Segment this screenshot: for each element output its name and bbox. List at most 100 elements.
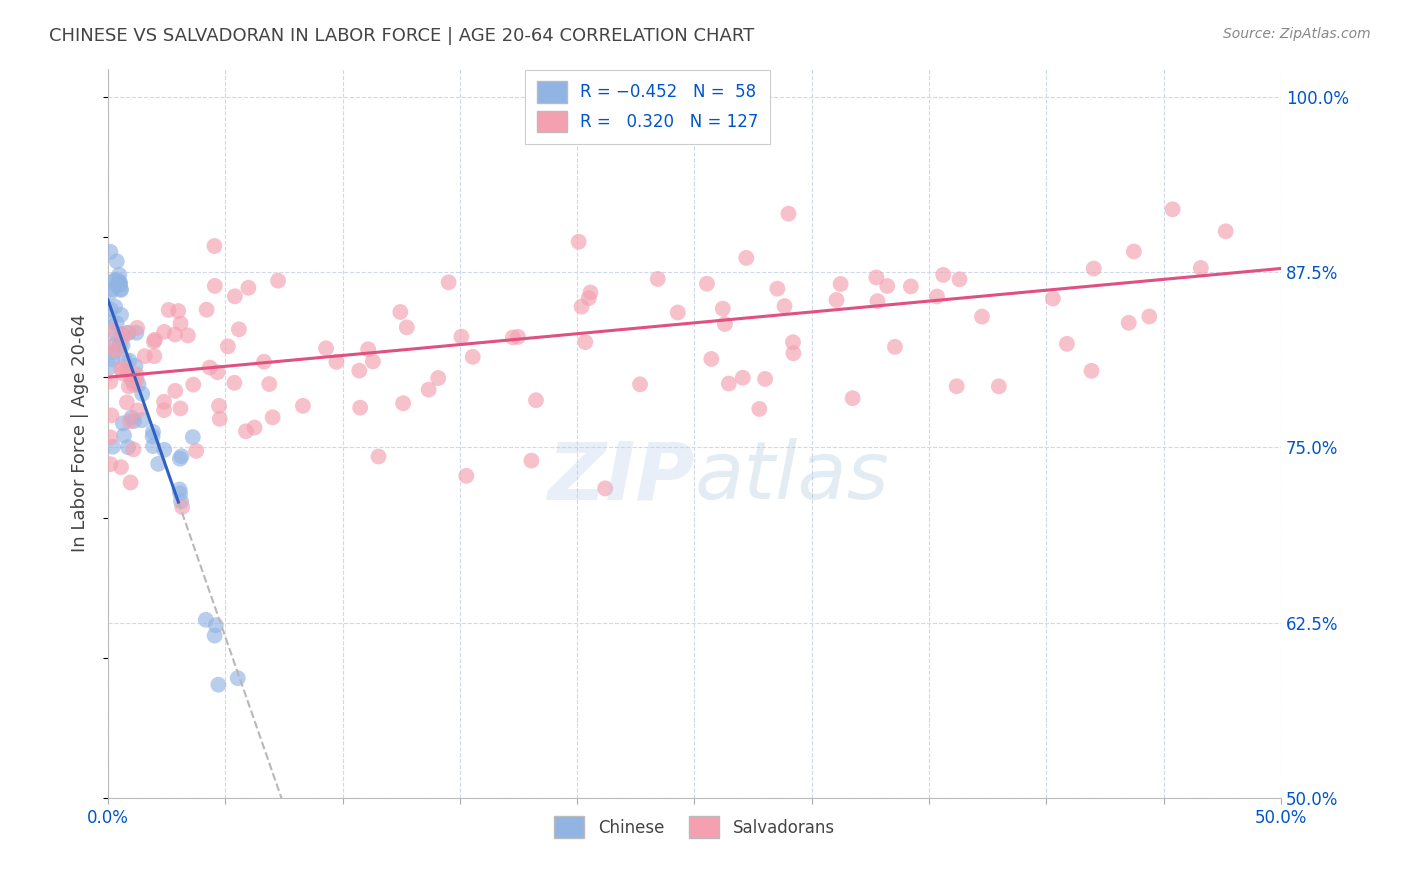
Point <box>98 457 121 471</box>
Point <box>900 279 922 293</box>
Point <box>579 285 602 300</box>
Text: CHINESE VS SALVADORAN IN LABOR FORCE | AGE 20-64 CORRELATION CHART: CHINESE VS SALVADORAN IN LABOR FORCE | A… <box>49 27 755 45</box>
Point <box>101 323 124 337</box>
Point <box>111 338 134 352</box>
Point <box>170 494 193 508</box>
Point <box>207 678 229 692</box>
Point <box>714 317 737 331</box>
Point <box>647 272 669 286</box>
Point <box>208 412 231 426</box>
Point <box>131 413 153 427</box>
Point <box>101 440 124 454</box>
Point <box>208 399 231 413</box>
Point <box>1080 364 1102 378</box>
Point <box>224 376 246 390</box>
Point <box>228 322 250 336</box>
Point <box>112 330 135 344</box>
Point <box>578 291 600 305</box>
Point <box>437 276 460 290</box>
Y-axis label: In Labor Force | Age 20-64: In Labor Force | Age 20-64 <box>72 314 89 552</box>
Point <box>948 272 970 286</box>
Point <box>111 417 134 431</box>
Point <box>128 377 150 392</box>
Point <box>825 293 848 307</box>
Point <box>357 343 380 357</box>
Point <box>110 361 132 376</box>
Point <box>104 300 127 314</box>
Point <box>198 360 221 375</box>
Point <box>181 377 204 392</box>
Point <box>696 277 718 291</box>
Point <box>238 281 260 295</box>
Point <box>108 268 131 282</box>
Point <box>262 410 284 425</box>
Point <box>524 393 547 408</box>
Point <box>1122 244 1144 259</box>
Point <box>108 275 131 289</box>
Point <box>153 394 176 409</box>
Point <box>120 475 142 490</box>
Point <box>118 368 141 383</box>
Point <box>207 365 229 379</box>
Point <box>1137 310 1160 324</box>
Point <box>105 327 128 342</box>
Point <box>392 396 415 410</box>
Point <box>1042 292 1064 306</box>
Point <box>1215 224 1237 238</box>
Point <box>169 483 191 497</box>
Point <box>105 316 128 330</box>
Point <box>143 349 166 363</box>
Point <box>169 317 191 331</box>
Point <box>1189 260 1212 275</box>
Point <box>127 321 149 335</box>
Point <box>110 282 132 296</box>
Point <box>461 350 484 364</box>
Point <box>204 279 226 293</box>
Point <box>153 442 176 457</box>
Text: atlas: atlas <box>695 438 889 516</box>
Point <box>98 285 121 300</box>
Point <box>142 425 165 439</box>
Point <box>395 320 418 334</box>
Point <box>127 403 149 417</box>
Point <box>100 302 122 317</box>
Point <box>121 410 143 425</box>
Text: ZIP: ZIP <box>547 438 695 516</box>
Point <box>932 268 955 282</box>
Point <box>748 401 770 416</box>
Point <box>148 457 170 471</box>
Point <box>418 383 440 397</box>
Point <box>98 244 121 259</box>
Point <box>782 335 804 350</box>
Point <box>568 235 591 249</box>
Point <box>163 327 186 342</box>
Point <box>830 277 852 291</box>
Point <box>224 289 246 303</box>
Point <box>945 379 967 393</box>
Point <box>700 351 723 366</box>
Point <box>122 442 145 457</box>
Point <box>427 371 450 385</box>
Point <box>502 330 524 344</box>
Point <box>194 613 217 627</box>
Point <box>110 308 132 322</box>
Point <box>217 339 239 353</box>
Point <box>115 395 138 409</box>
Point <box>167 304 190 318</box>
Point <box>291 399 314 413</box>
Point <box>766 282 789 296</box>
Point <box>108 277 131 292</box>
Point <box>186 443 208 458</box>
Point <box>108 276 131 290</box>
Point <box>205 618 228 632</box>
Point <box>235 424 257 438</box>
Point <box>315 341 337 355</box>
Point <box>122 414 145 428</box>
Point <box>253 355 276 369</box>
Point <box>970 310 993 324</box>
Point <box>112 428 135 442</box>
Point <box>143 333 166 347</box>
Point <box>520 453 543 467</box>
Point <box>98 375 121 389</box>
Point <box>1118 316 1140 330</box>
